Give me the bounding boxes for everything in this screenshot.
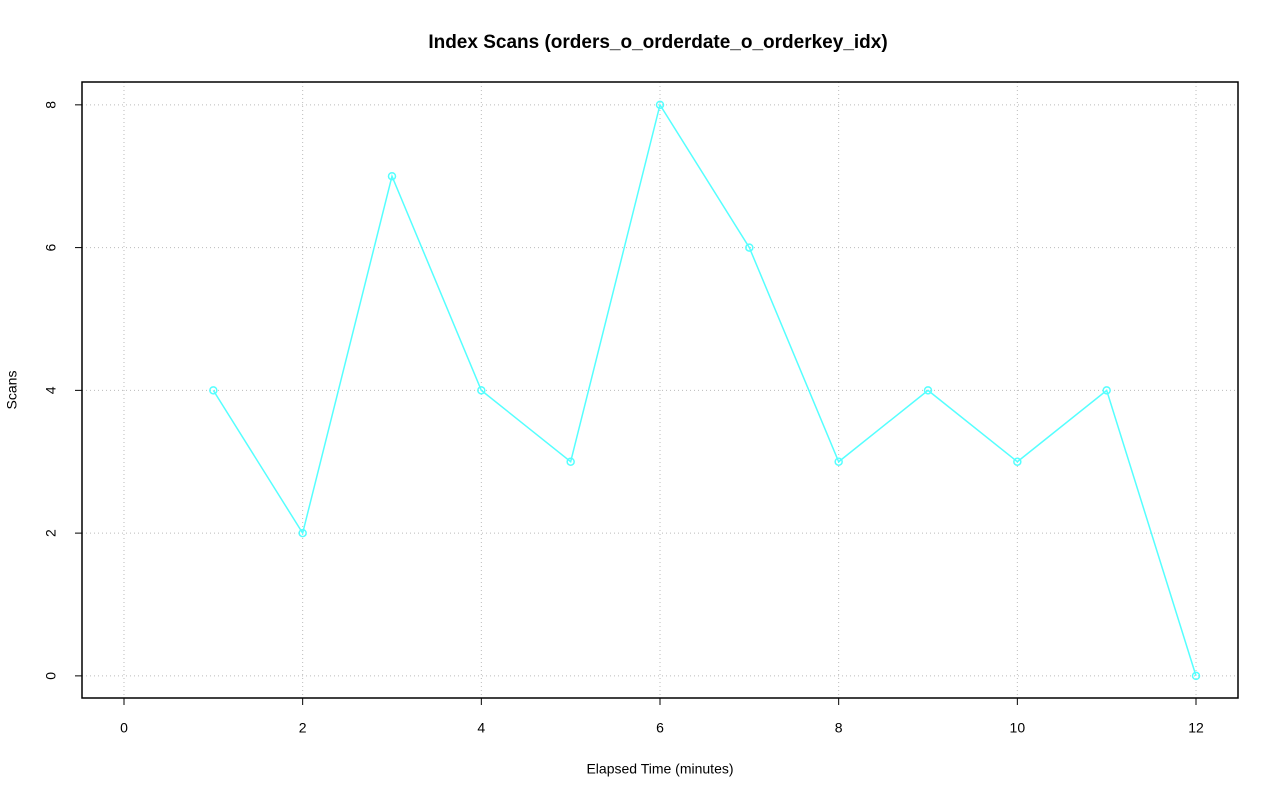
x-tick-label: 8	[835, 720, 843, 736]
y-tick-label: 2	[43, 529, 59, 537]
data-point	[1102, 386, 1111, 395]
data-point	[298, 528, 307, 538]
x-axis-label: Elapsed Time (minutes)	[586, 761, 733, 777]
data-point	[477, 386, 486, 395]
data-point	[1191, 671, 1201, 681]
x-tick-label: 10	[1010, 720, 1026, 736]
x-tick-label: 4	[477, 720, 485, 736]
data-point	[655, 100, 665, 110]
data-point	[923, 386, 933, 395]
y-tick-label: 6	[43, 243, 59, 251]
plot-frame	[81, 81, 1239, 699]
chart-title: Index Scans (orders_o_orderdate_o_orderk…	[428, 32, 887, 53]
data-line	[212, 102, 1197, 677]
x-tick-label: 2	[299, 720, 307, 736]
data-point	[387, 171, 397, 181]
data-point	[834, 457, 843, 466]
y-tick-label: 8	[43, 101, 59, 109]
data-point	[745, 243, 754, 252]
data-point	[209, 386, 218, 395]
y-tick-label: 0	[43, 672, 59, 680]
data-point	[566, 457, 575, 466]
y-axis-label: Scans	[4, 371, 20, 410]
y-tick-label: 4	[43, 386, 59, 394]
x-tick-label: 6	[656, 720, 664, 736]
x-tick-label: 0	[120, 720, 128, 736]
x-tick-label: 12	[1188, 720, 1204, 736]
data-point	[1013, 457, 1022, 466]
